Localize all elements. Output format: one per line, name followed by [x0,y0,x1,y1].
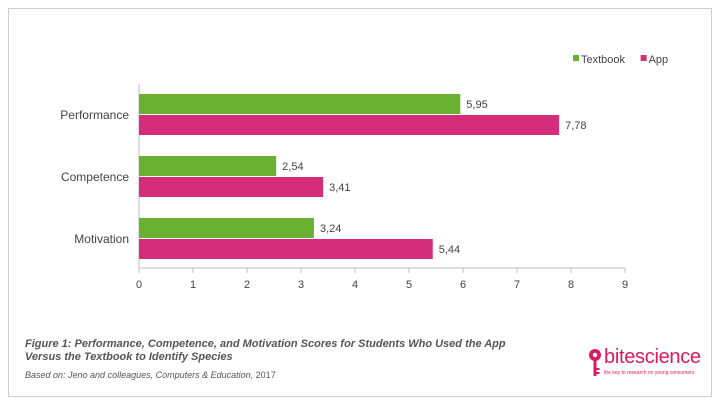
x-tick-label-4: 4 [352,279,358,291]
category-label-performance: Performance [60,108,129,122]
data-label-app-motivation: 5,44 [439,244,460,256]
bitescience-logo: bitescience the key to research on young… [588,346,708,382]
caption-line-1: Figure 1: Performance, Competence, and M… [25,338,506,350]
legend-label-textbook: Textbook [581,54,626,66]
data-label-app-performance: 7,78 [565,120,586,132]
figure-caption: Figure 1: Performance, Competence, and M… [25,338,545,364]
x-tick-label-7: 7 [514,279,520,291]
data-label-textbook-performance: 5,95 [466,99,487,111]
caption-line-2: Versus the Textbook to Identify Species [25,351,233,363]
logo-tagline: the key to research on young consumers [604,370,695,376]
legend-swatch-textbook [573,55,579,61]
data-label-textbook-competence: 2,54 [282,161,303,173]
x-tick-label-9: 9 [622,279,628,291]
category-label-competence: Competence [61,170,129,184]
bar-app-competence [139,177,324,197]
source-text: Based on: Jeno and colleagues, Computers… [25,370,254,380]
category-label-motivation: Motivation [74,232,129,246]
logo-brand-a: bite [604,346,636,368]
key-icon [589,349,601,376]
legend-swatch-app [640,55,647,61]
bar-app-motivation [139,239,433,259]
x-tick-label-8: 8 [568,279,574,291]
bar-app-performance [139,115,560,135]
bar-textbook-competence [139,156,277,176]
x-tick-label-3: 3 [298,279,304,291]
figure-frame [8,8,712,397]
x-tick-label-5: 5 [406,279,412,291]
logo-brand-b: science [635,346,701,368]
data-label-app-competence: 3,41 [329,182,350,194]
legend-label-app: App [649,54,669,66]
source-note: Based on: Jeno and colleagues, Computers… [25,370,276,380]
data-label-textbook-motivation: 3,24 [320,223,341,235]
bar-textbook-motivation [139,218,314,238]
source-year: 2017 [255,370,276,380]
x-tick-label-2: 2 [244,279,250,291]
x-tick-label-0: 0 [136,279,142,291]
logo-wordmark: bitescience [604,346,701,369]
bar-chart: 0 1 2 3 4 5 6 7 8 9 Performance 5,95 7,78 Competence 2… [60,54,669,291]
x-tick-label-6: 6 [460,279,466,291]
x-tick-label-1: 1 [190,279,196,291]
bar-textbook-performance [139,94,461,114]
